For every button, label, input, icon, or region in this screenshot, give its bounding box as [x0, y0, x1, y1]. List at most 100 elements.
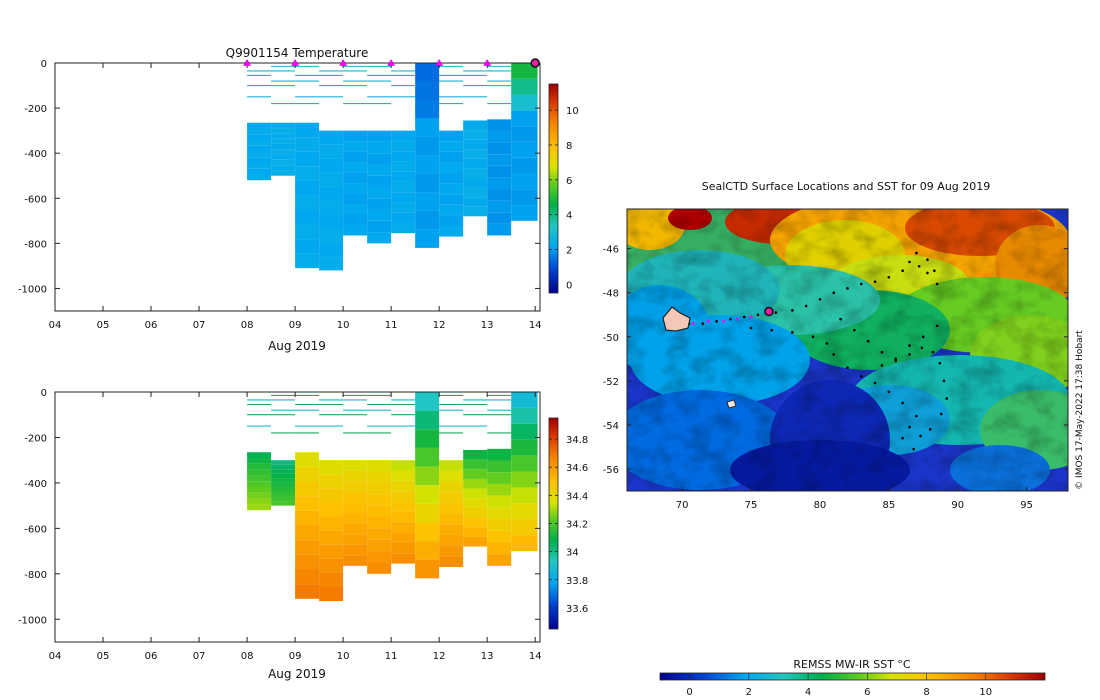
- track-point: [920, 346, 924, 350]
- profile-cell: [511, 455, 538, 472]
- track-point: [915, 414, 918, 418]
- profile-cell: [319, 172, 344, 187]
- salinity-colorbar: [549, 418, 558, 629]
- profile-cell: [271, 482, 296, 488]
- profile-cell: [439, 556, 464, 567]
- profile-cell: [271, 487, 296, 492]
- profile-cell: [319, 488, 344, 503]
- profile-cell: [343, 555, 368, 566]
- profile-cell: [319, 474, 344, 489]
- profile-cell: [367, 562, 392, 574]
- profile-cell: [247, 498, 272, 505]
- colorbar-tick-label: 6: [566, 176, 572, 187]
- salinity-x-ticks: 04 05 06 07 08 09 10 11 12 13 14: [49, 392, 542, 662]
- x-tick-label: 07: [193, 320, 206, 331]
- colorbar-tick-label: 0: [686, 687, 692, 698]
- profile-cell: [463, 478, 488, 489]
- profile-cell: [487, 530, 512, 543]
- profile-cell: [511, 110, 538, 127]
- profile-cell: [439, 534, 464, 546]
- colorbar-tick-label: 8: [566, 141, 572, 152]
- profile-cell: [295, 569, 320, 585]
- profile-cell: [247, 174, 272, 181]
- track-point: [818, 298, 822, 301]
- profile-cell: [487, 460, 512, 473]
- profile-cell: [319, 144, 344, 159]
- current-position-marker: [764, 306, 774, 317]
- profile-cell: [487, 448, 512, 461]
- map-x-tick-label: 95: [1020, 500, 1033, 511]
- salinity-section-panel: 0 -200 -400 -600 -800 -1000 04 05 06 07 08 09 10 11 1…: [18, 388, 588, 681]
- track-point: [912, 447, 915, 451]
- track-point: [894, 357, 898, 361]
- profile-cell: [415, 447, 440, 467]
- profile-marker: [243, 59, 252, 66]
- profile-cell: [463, 469, 488, 479]
- profile-cell: [487, 200, 512, 213]
- profile-cell: [367, 220, 392, 233]
- colorbar-tick-label: 2: [566, 245, 572, 256]
- profile-cell: [463, 536, 488, 547]
- profile-cell: [343, 224, 368, 236]
- profile-cell: [439, 141, 464, 152]
- profile-cell: [391, 181, 416, 193]
- profile-cell: [511, 487, 538, 504]
- profile-cell: [415, 466, 440, 486]
- profile-cell: [511, 141, 538, 158]
- profile-cell: [391, 222, 416, 234]
- profile-cell: [247, 481, 272, 487]
- profile-cell: [367, 164, 392, 176]
- profile-cell: [271, 460, 296, 465]
- profile-cell: [271, 159, 296, 166]
- y-tick-label: -400: [24, 149, 47, 160]
- profile-cell: [415, 522, 440, 542]
- profile-cell: [319, 228, 344, 243]
- profile-cell: [463, 517, 488, 528]
- colorbar-tick-label: 34.4: [566, 491, 588, 502]
- profile-cell: [271, 492, 296, 497]
- profile-cell: [487, 472, 512, 484]
- x-tick-label: 08: [241, 320, 254, 331]
- profile-cell: [295, 224, 320, 240]
- heard-island-shape: [726, 399, 737, 409]
- temperature-colorbar-ticks: 0 2 4 6 8 10: [549, 106, 579, 291]
- x-tick-label: 05: [97, 651, 110, 662]
- map-y-tick-label: -52: [603, 377, 619, 388]
- profile-cell: [463, 187, 488, 198]
- profile-cell: [391, 212, 416, 223]
- profile-cell: [271, 128, 296, 134]
- track-point: [938, 361, 942, 365]
- profile-cell: [487, 212, 512, 224]
- profile-cell: [463, 139, 488, 150]
- profile-cell: [463, 168, 488, 178]
- profile-cell: [247, 463, 272, 470]
- colorbar-tick-label: 34.6: [566, 463, 588, 474]
- profile-cell: [271, 464, 296, 470]
- profile-cell: [463, 158, 488, 169]
- profile-cell: [439, 183, 464, 195]
- profile-cell: [487, 165, 512, 178]
- profile-cell: [343, 130, 368, 142]
- profile-cell: [463, 149, 488, 159]
- profile-cell: [295, 209, 320, 225]
- profile-cell: [487, 483, 512, 496]
- profile-cell: [295, 151, 320, 167]
- profile-cell: [247, 458, 272, 464]
- track-point: [873, 381, 877, 385]
- map-x-tick-label: 70: [676, 500, 689, 511]
- x-tick-label: 06: [145, 651, 158, 662]
- track-point: [917, 264, 921, 268]
- profile-cell: [511, 94, 538, 111]
- track-point: [825, 342, 829, 345]
- profile-cell: [295, 584, 320, 599]
- track-point: [791, 309, 794, 312]
- profile-cell: [487, 177, 512, 190]
- track-point: [749, 326, 753, 330]
- profile-cell: [295, 496, 320, 511]
- profile-cell: [343, 513, 368, 524]
- colorbar-tick-label: 34: [566, 548, 579, 559]
- track-point: [935, 282, 939, 286]
- profile-cell: [295, 239, 320, 254]
- seal-track: [673, 251, 949, 451]
- profile-cell: [319, 242, 344, 257]
